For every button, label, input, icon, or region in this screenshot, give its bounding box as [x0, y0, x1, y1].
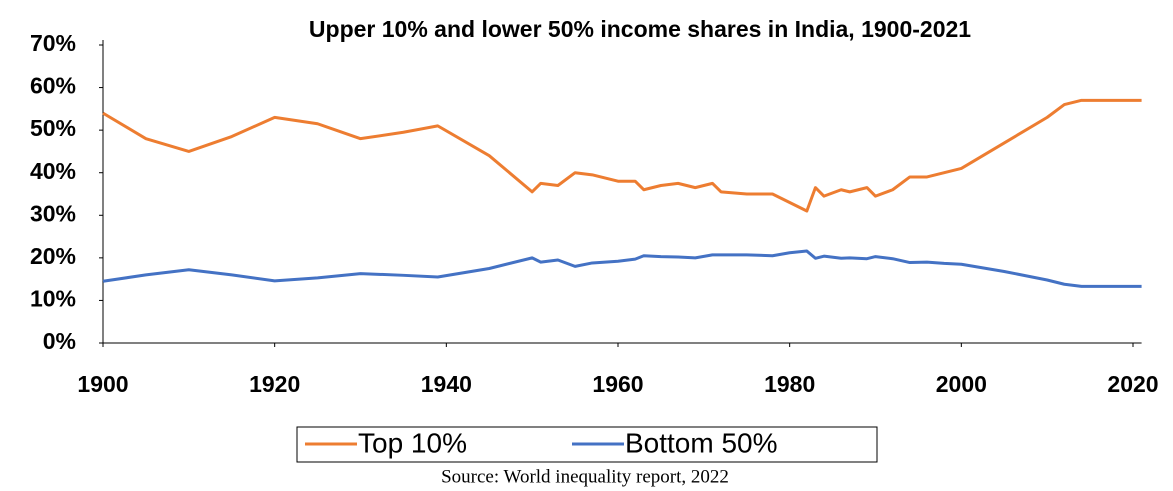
- x-tick-label: 1900: [77, 371, 128, 397]
- line: [102, 249, 1142, 288]
- y-tick-label: 30%: [30, 200, 76, 226]
- y-tick-label: 10%: [30, 286, 76, 312]
- y-tick-label: 60%: [30, 73, 76, 99]
- x-tick-label: 1960: [592, 371, 643, 397]
- x-tick-label: 1980: [764, 371, 815, 397]
- y-tick-label: 70%: [30, 30, 76, 56]
- y-tick-label: 40%: [30, 158, 76, 184]
- legend-box: [296, 426, 878, 463]
- y-tick-label: 0%: [43, 328, 76, 354]
- x-tick-label: 1940: [421, 371, 472, 397]
- chart-title: Upper 10% and lower 50% income shares in…: [309, 16, 971, 42]
- x-tick-label: 2000: [936, 371, 987, 397]
- y-tick-label: 20%: [30, 243, 76, 269]
- x-tick-label: 2020: [1107, 371, 1158, 397]
- x-tick-label: 1920: [249, 371, 300, 397]
- legend-label: Bottom 50%: [625, 427, 778, 458]
- source: Source: World inequality report, 2022: [441, 466, 729, 487]
- line: [102, 98, 1142, 213]
- y-tick-label: 50%: [30, 115, 76, 141]
- legend-label: Top 10%: [358, 427, 467, 458]
